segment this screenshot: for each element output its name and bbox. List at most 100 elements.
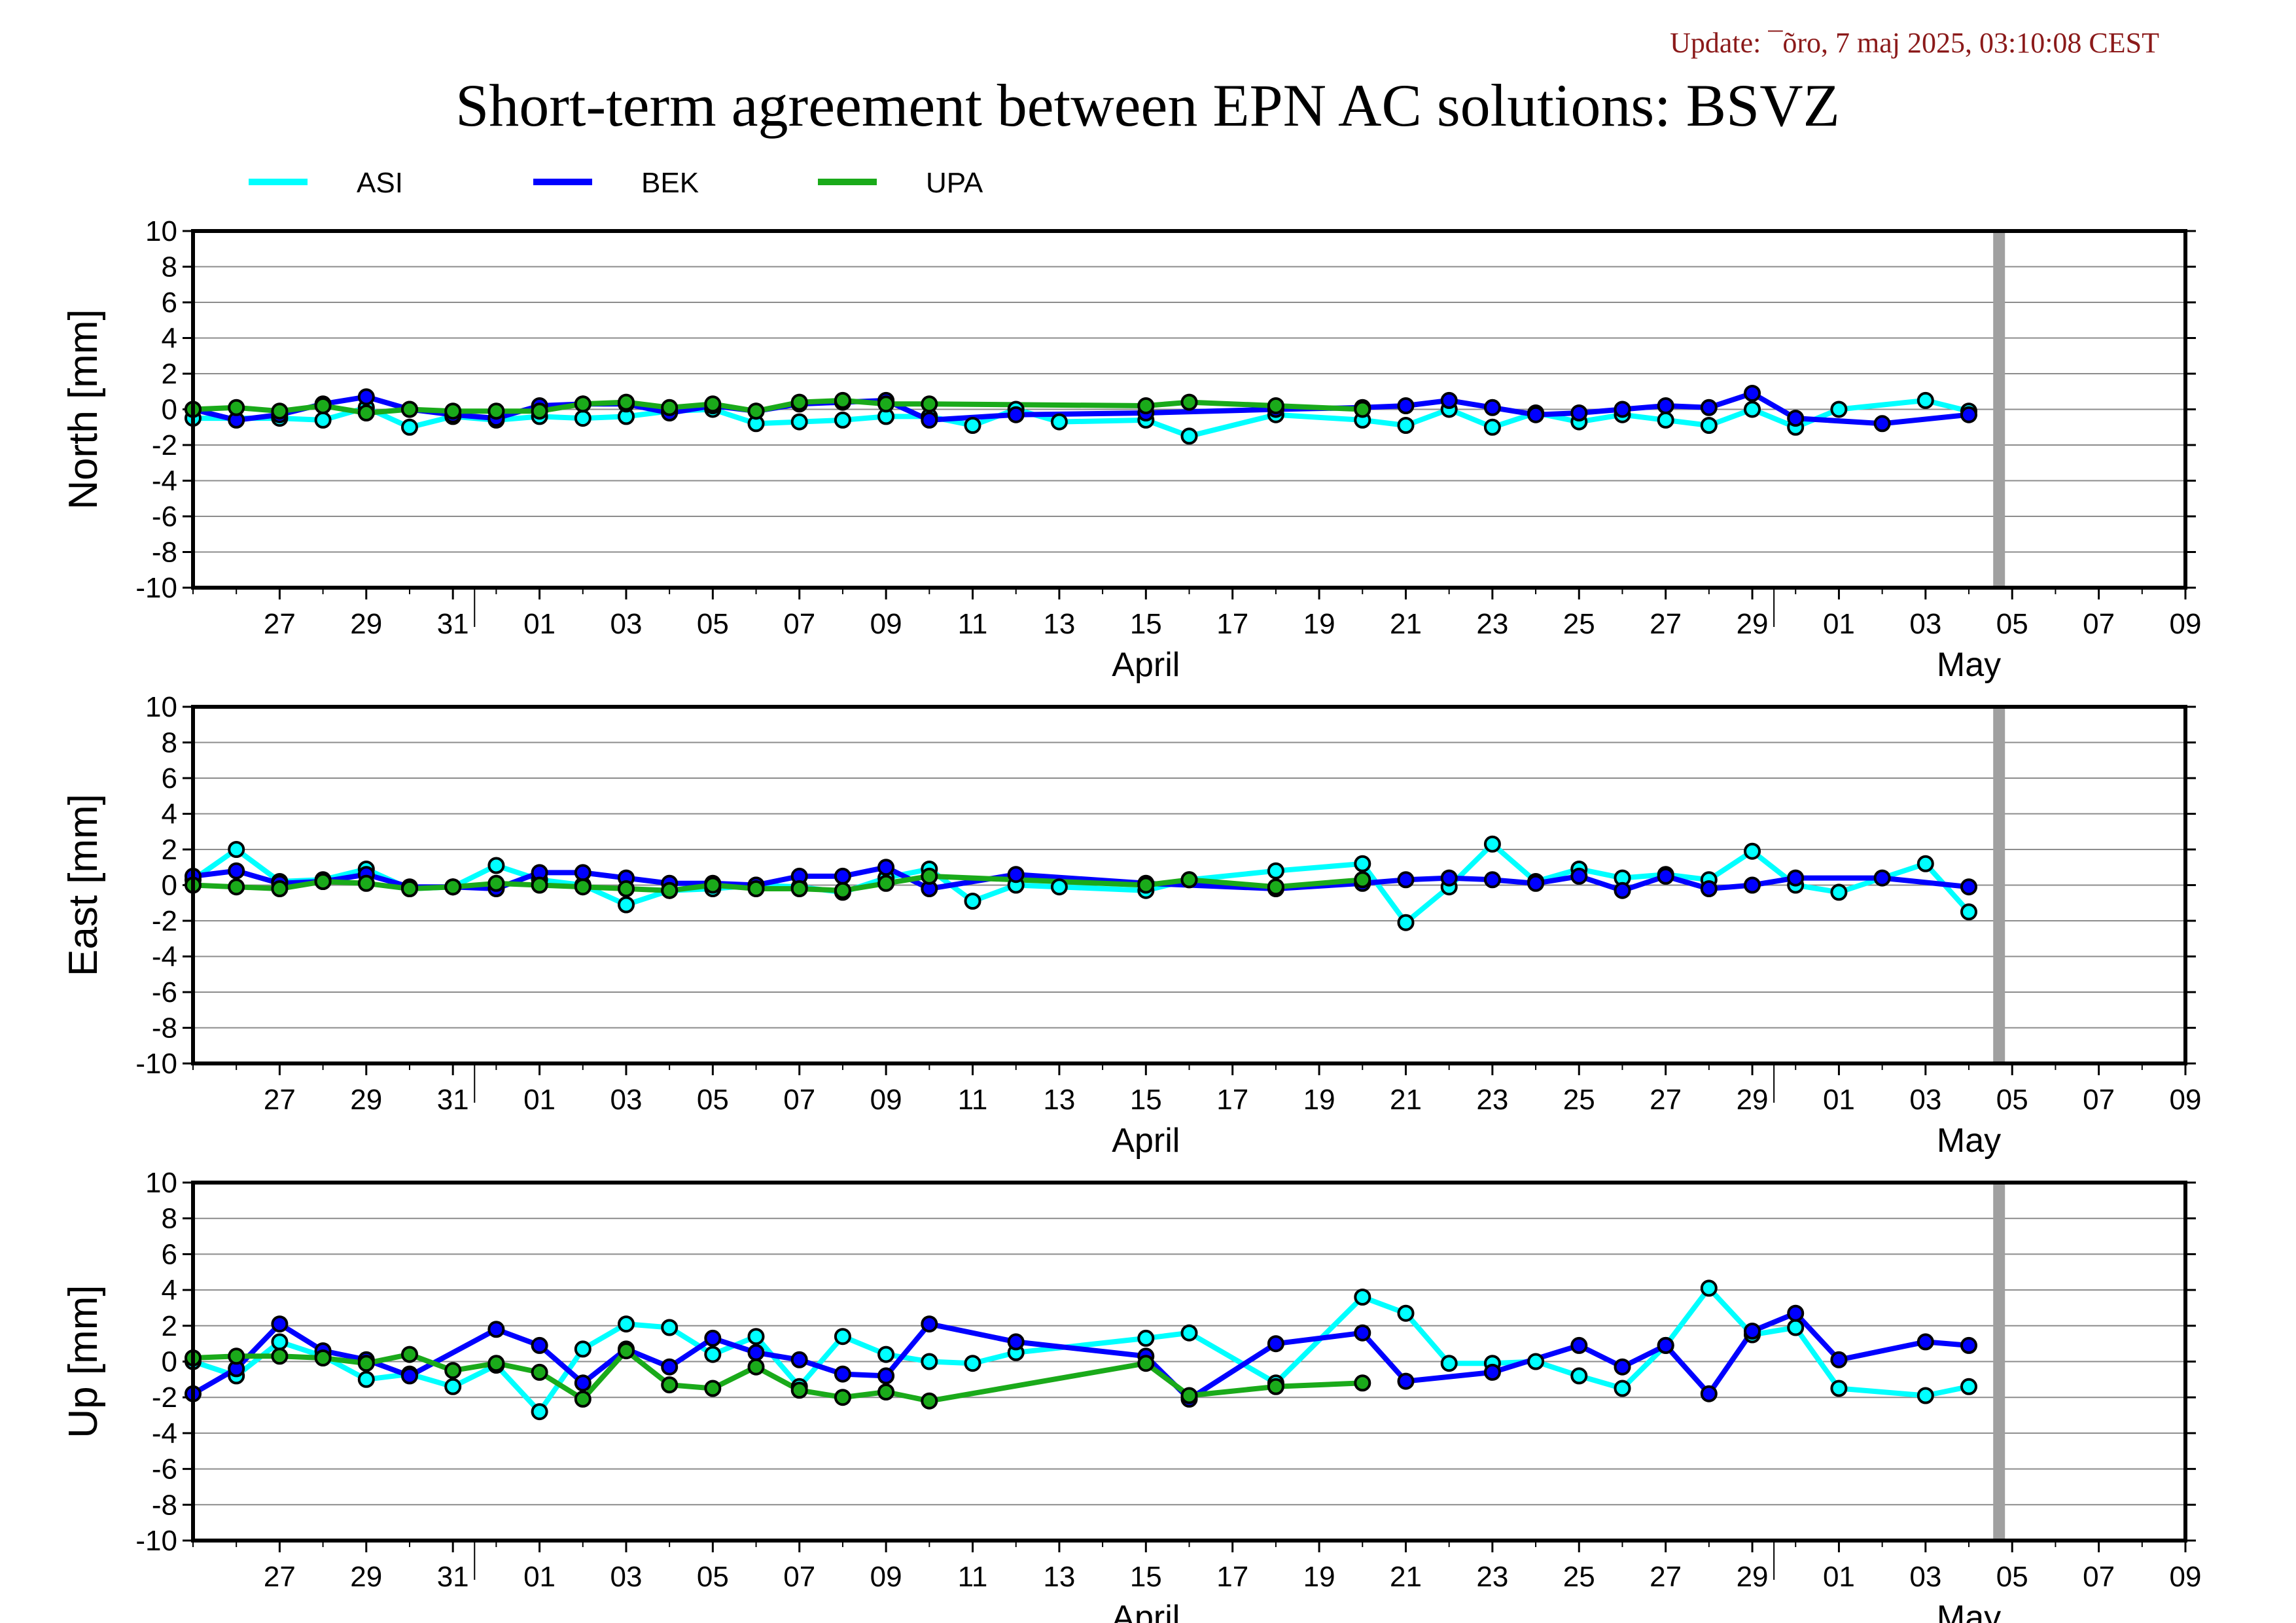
point-asi [357, 1370, 375, 1388]
y-tick-label: 6 [162, 762, 177, 794]
point-upa [228, 1347, 245, 1365]
point-upa [271, 1347, 289, 1365]
x-tick-label: 31 [437, 1084, 469, 1116]
point-upa [618, 393, 635, 411]
month-label: May [1937, 646, 2001, 684]
point-bek [574, 1374, 592, 1392]
y-tick-label: 2 [162, 358, 177, 390]
point-upa [1267, 397, 1284, 414]
point-upa [1354, 1374, 1371, 1392]
y-tick-label: -4 [152, 465, 177, 497]
point-asi [228, 841, 245, 858]
point-bek [1830, 1351, 1848, 1368]
point-upa [401, 880, 418, 897]
point-asi [1657, 411, 1674, 429]
point-upa [574, 1390, 592, 1408]
x-tick-label: 07 [783, 608, 815, 640]
series-line-upa [192, 1348, 1363, 1404]
point-upa [357, 404, 375, 421]
y-tick-label: -8 [152, 1012, 177, 1044]
x-tick-label: 29 [1737, 1084, 1769, 1116]
point-upa [401, 401, 418, 418]
x-tick-label: 07 [783, 1561, 815, 1593]
x-tick-label: 19 [1303, 1084, 1335, 1116]
point-asi [1483, 835, 1501, 853]
point-asi [444, 1378, 462, 1395]
x-tick-label: 29 [1737, 1561, 1769, 1593]
point-bek [1397, 871, 1415, 889]
x-tick-label: 19 [1303, 608, 1335, 640]
point-asi [1397, 914, 1415, 931]
y-tick-label: -4 [152, 1418, 177, 1450]
plot-frame [191, 1181, 2187, 1543]
x-tick-label: 07 [783, 1084, 815, 1116]
x-tick-label: 21 [1390, 1084, 1422, 1116]
y-axis-label: East [mm] [61, 794, 106, 976]
point-bek [704, 1329, 722, 1347]
point-upa [1354, 871, 1371, 889]
point-asi [618, 1315, 635, 1333]
point-asi [1916, 855, 1934, 872]
y-tick-label: -8 [152, 537, 177, 569]
point-asi [1050, 413, 1068, 431]
point-upa [704, 876, 722, 894]
point-bek [1657, 397, 1674, 414]
x-tick-label: 05 [1996, 608, 2028, 640]
point-upa [444, 878, 462, 896]
point-upa [790, 880, 808, 897]
point-upa [834, 882, 851, 899]
point-upa [747, 402, 765, 420]
x-tick-label: 13 [1043, 1561, 1075, 1593]
y-tick-label: 2 [162, 834, 177, 866]
point-asi [487, 857, 505, 874]
point-upa [314, 873, 332, 890]
point-upa [487, 1355, 505, 1372]
y-tick-label: 8 [162, 727, 177, 759]
point-bek [1527, 874, 1545, 892]
point-asi [1440, 1355, 1458, 1372]
point-upa [704, 395, 722, 413]
point-bek [228, 862, 245, 880]
x-tick-label: 23 [1476, 608, 1508, 640]
x-tick-label: 17 [1216, 1084, 1248, 1116]
point-upa [877, 874, 895, 892]
x-tick-label: 27 [1650, 608, 1682, 640]
legend-label-upa: UPA [926, 167, 983, 199]
x-tick-label: 09 [870, 1561, 902, 1593]
panel-0: 10 8 6 42 0-2 -4 -6 -8-10 27 29 31 01 03 05 07 09 11 13 15… [61, 215, 2201, 684]
x-tick-label: 09 [870, 608, 902, 640]
x-tick-label: 11 [958, 1084, 988, 1116]
x-tick-label: 01 [523, 608, 556, 640]
point-bek [790, 1351, 808, 1368]
point-asi [314, 411, 332, 429]
point-upa [790, 1382, 808, 1399]
point-upa [531, 876, 548, 894]
y-tick-label: -8 [152, 1489, 177, 1521]
point-bek [1007, 866, 1025, 883]
current-date-marker [1993, 231, 2005, 588]
point-bek [834, 867, 851, 885]
point-bek [1787, 1304, 1805, 1322]
point-upa [574, 395, 592, 413]
point-asi [1744, 842, 1761, 860]
point-bek [1354, 1324, 1371, 1342]
point-bek [531, 1336, 548, 1354]
point-upa [1180, 1387, 1198, 1404]
point-upa [834, 391, 851, 409]
panel-2: 10 86 4 2 0 -2 -4 -6-8 -10 27 29 31 01 03 05 07 09 11 13 15… [61, 1167, 2201, 1623]
month-label: April [1112, 646, 1180, 684]
update-text: Update: ¯õro, 7 maj 2025, 03:10:08 CEST [1670, 27, 2159, 59]
point-bek [1960, 1336, 1977, 1354]
x-tick-label: 15 [1130, 608, 1162, 640]
point-asi [964, 1355, 981, 1372]
point-upa [921, 1392, 938, 1410]
point-upa [487, 874, 505, 892]
x-tick-label: 01 [1823, 1084, 1855, 1116]
point-asi [1483, 418, 1501, 436]
point-bek [1483, 399, 1501, 416]
point-upa [834, 1389, 851, 1406]
point-bek [1007, 406, 1025, 423]
point-asi [1830, 401, 1848, 418]
point-bek [834, 1365, 851, 1383]
y-tick-label: 0 [162, 1346, 177, 1378]
